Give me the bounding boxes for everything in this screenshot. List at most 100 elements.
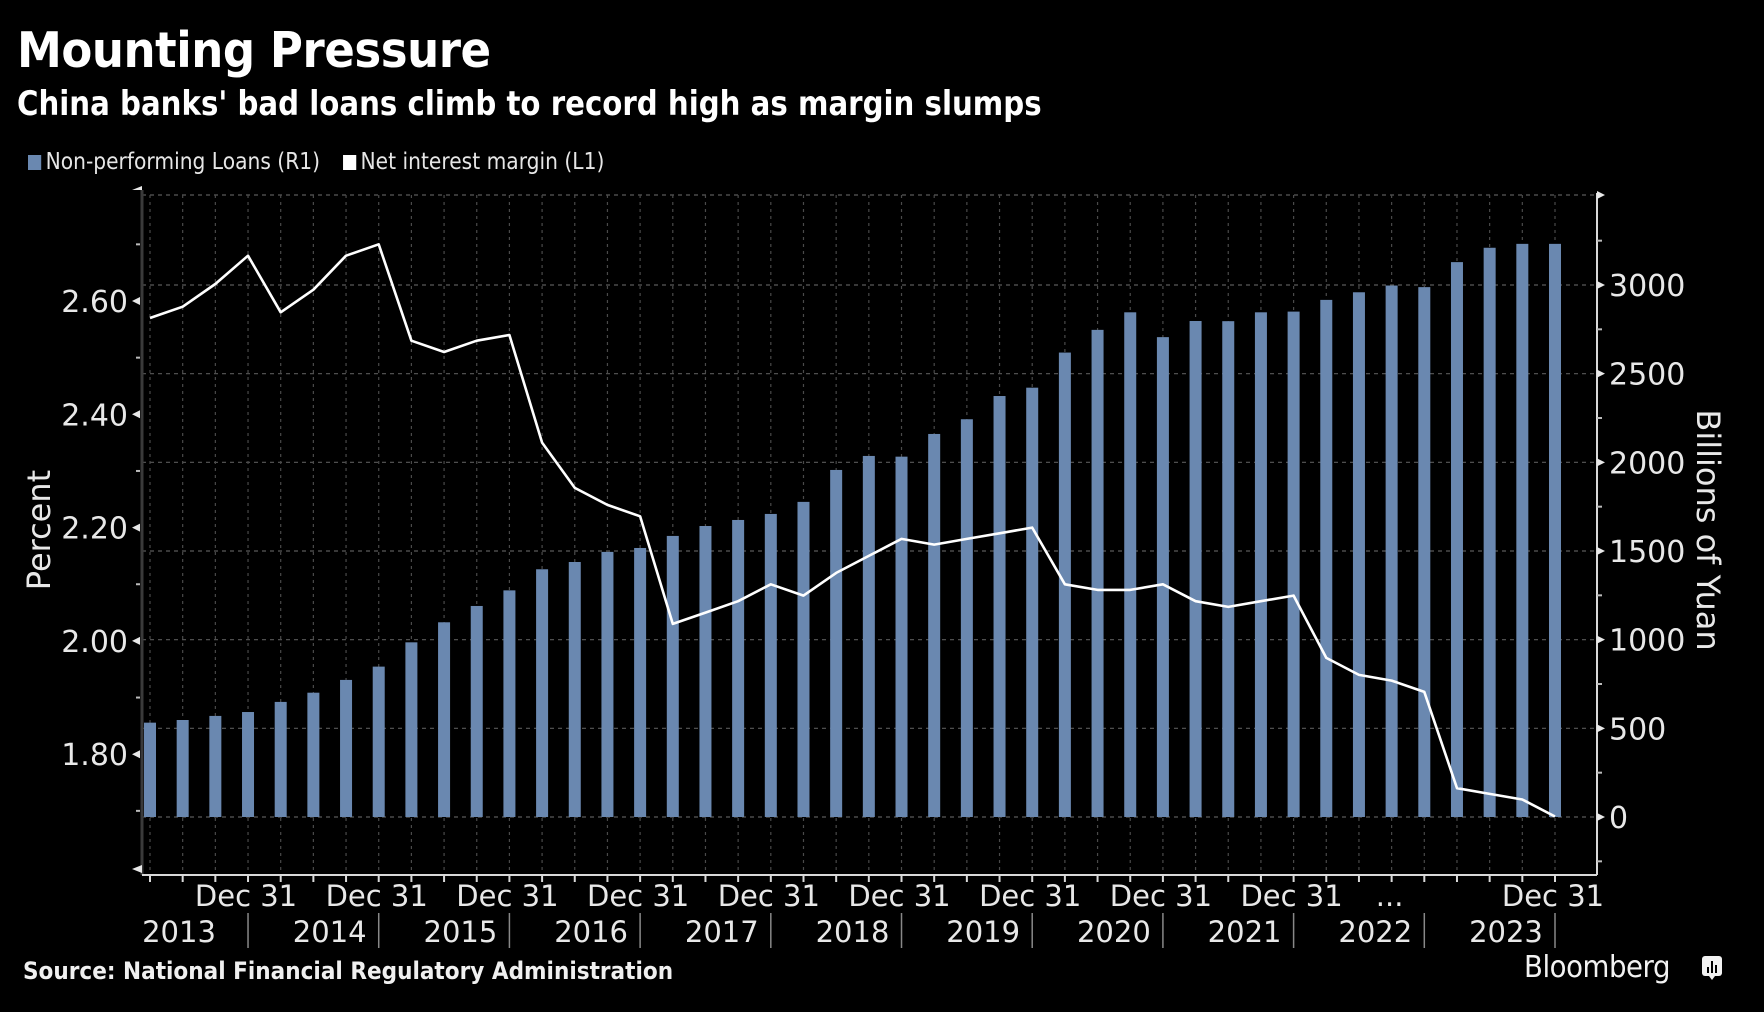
left-tick (132, 523, 140, 532)
right-axis-top-marker (1597, 191, 1605, 199)
bar-npl (960, 419, 973, 817)
x-quarter-label: Dec 31 (848, 879, 950, 913)
bar-npl (503, 590, 516, 817)
bar-npl (1091, 329, 1104, 817)
right-tick-label: 500 (1609, 712, 1666, 747)
x-year-label: 2020 (1077, 915, 1151, 949)
x-quarter-label: Dec 31 (195, 879, 297, 913)
right-tick-label: 2500 (1609, 358, 1685, 393)
bar-npl (340, 679, 353, 817)
legend-swatch-line (342, 154, 357, 170)
bar-npl (536, 569, 549, 817)
legend-label-npl: Non-performing Loans (R1) (45, 149, 321, 175)
bar-npl (1352, 292, 1365, 818)
x-quarter-label: Dec 31 (587, 879, 689, 913)
bar-npl (732, 519, 745, 817)
bar-npl (601, 551, 614, 817)
bar-npl (1516, 243, 1529, 818)
left-tick (132, 297, 140, 305)
x-year-label: 2014 (293, 915, 367, 949)
right-tick-label: 0 (1609, 801, 1628, 836)
chart-title: Mounting Pressure (17, 22, 491, 79)
right-tick (1597, 547, 1605, 555)
bar-npl (274, 701, 287, 817)
bar-npl (1254, 312, 1267, 817)
axes (132, 186, 1605, 948)
bar-npl (993, 396, 1006, 817)
left-tick-label: 2.20 (61, 512, 128, 547)
bar-npl (634, 547, 647, 817)
x-quarter-label: Dec 31 (1240, 879, 1342, 913)
legend-item-npl: Non-performing Loans (R1) (28, 149, 320, 175)
bloomberg-chart-icon (1701, 955, 1722, 980)
left-axis-title: Percent (20, 470, 58, 590)
bar-npl (1483, 247, 1496, 817)
left-tick-label: 2.00 (61, 625, 128, 660)
right-tick (1597, 813, 1605, 821)
right-tick-label: 1000 (1609, 624, 1685, 659)
brand: Bloomberg (1524, 950, 1723, 985)
bar-npl (307, 692, 320, 817)
legend-label-nim: Net interest margin (L1) (360, 149, 605, 175)
brand-name: Bloomberg (1524, 950, 1671, 985)
left-tick (132, 750, 140, 759)
bar-npl (1385, 285, 1398, 818)
x-quarter-label: Dec 31 (456, 879, 558, 913)
bar-npl (1549, 243, 1561, 818)
x-quarter-label: ... (1376, 879, 1404, 913)
line-series-nim (149, 243, 1556, 818)
x-quarter-label: Dec 31 (1110, 879, 1212, 913)
bar-npl (1189, 320, 1202, 817)
bar-npl (928, 433, 941, 817)
bar-npl (1287, 311, 1300, 817)
bar-npl (862, 455, 875, 817)
line-nim (149, 243, 1556, 818)
legend: Non-performing Loans (R1) Net interest m… (28, 149, 627, 175)
left-tick-label: 2.60 (61, 285, 128, 320)
right-tick-label: 3000 (1609, 269, 1685, 304)
bar-npl (372, 666, 385, 817)
bar-npl (568, 561, 581, 817)
left-tick (132, 636, 140, 645)
x-year-label: 2018 (816, 915, 890, 949)
x-year-label: 2022 (1338, 915, 1412, 949)
bar-npl (1222, 321, 1235, 817)
bar-npl (1156, 337, 1169, 817)
right-tick-label: 1500 (1609, 535, 1685, 570)
bar-npl (176, 719, 189, 817)
left-axis-bottom-marker (132, 865, 142, 873)
legend-item-nim: Net interest margin (L1) (342, 149, 605, 175)
right-tick (1597, 635, 1605, 644)
chart-subtitle: China banks' bad loans climb to record h… (17, 84, 1042, 124)
left-tick-label: 1.80 (61, 738, 128, 773)
left-tick-label: 2.40 (61, 398, 128, 433)
bar-npl (470, 605, 483, 817)
bar-npl (830, 469, 843, 817)
x-year-label: 2016 (554, 915, 628, 949)
right-tick (1597, 724, 1605, 733)
right-tick (1597, 458, 1605, 467)
bar-npl (1450, 262, 1463, 817)
bar-npl (797, 501, 810, 817)
bar-npl (895, 456, 908, 817)
x-year-label: 2017 (685, 915, 759, 949)
bar-npl (666, 535, 679, 817)
bar-npl (699, 525, 712, 817)
left-tick (132, 410, 140, 419)
x-quarter-label: Dec 31 (718, 879, 820, 913)
x-year-label: 2023 (1469, 915, 1543, 949)
bar-npl (209, 715, 222, 817)
x-year-label: 2019 (946, 915, 1020, 949)
left-axis-top-marker (132, 186, 142, 190)
bar-npl (242, 712, 255, 817)
bar-npl (764, 513, 777, 817)
bar-npl (144, 722, 156, 817)
right-tick-label: 2000 (1609, 446, 1685, 481)
axis-labels: 1.80 2.00 2.20 2.40 2.60 0 500 1000 1500 2000 2500… (61, 269, 1685, 949)
bar-npl (1418, 287, 1431, 817)
x-quarter-label: Dec 31 (979, 879, 1081, 913)
right-tick (1597, 369, 1605, 378)
x-quarter-label: Dec 31 (1502, 879, 1604, 913)
legend-swatch-bars (28, 154, 42, 170)
